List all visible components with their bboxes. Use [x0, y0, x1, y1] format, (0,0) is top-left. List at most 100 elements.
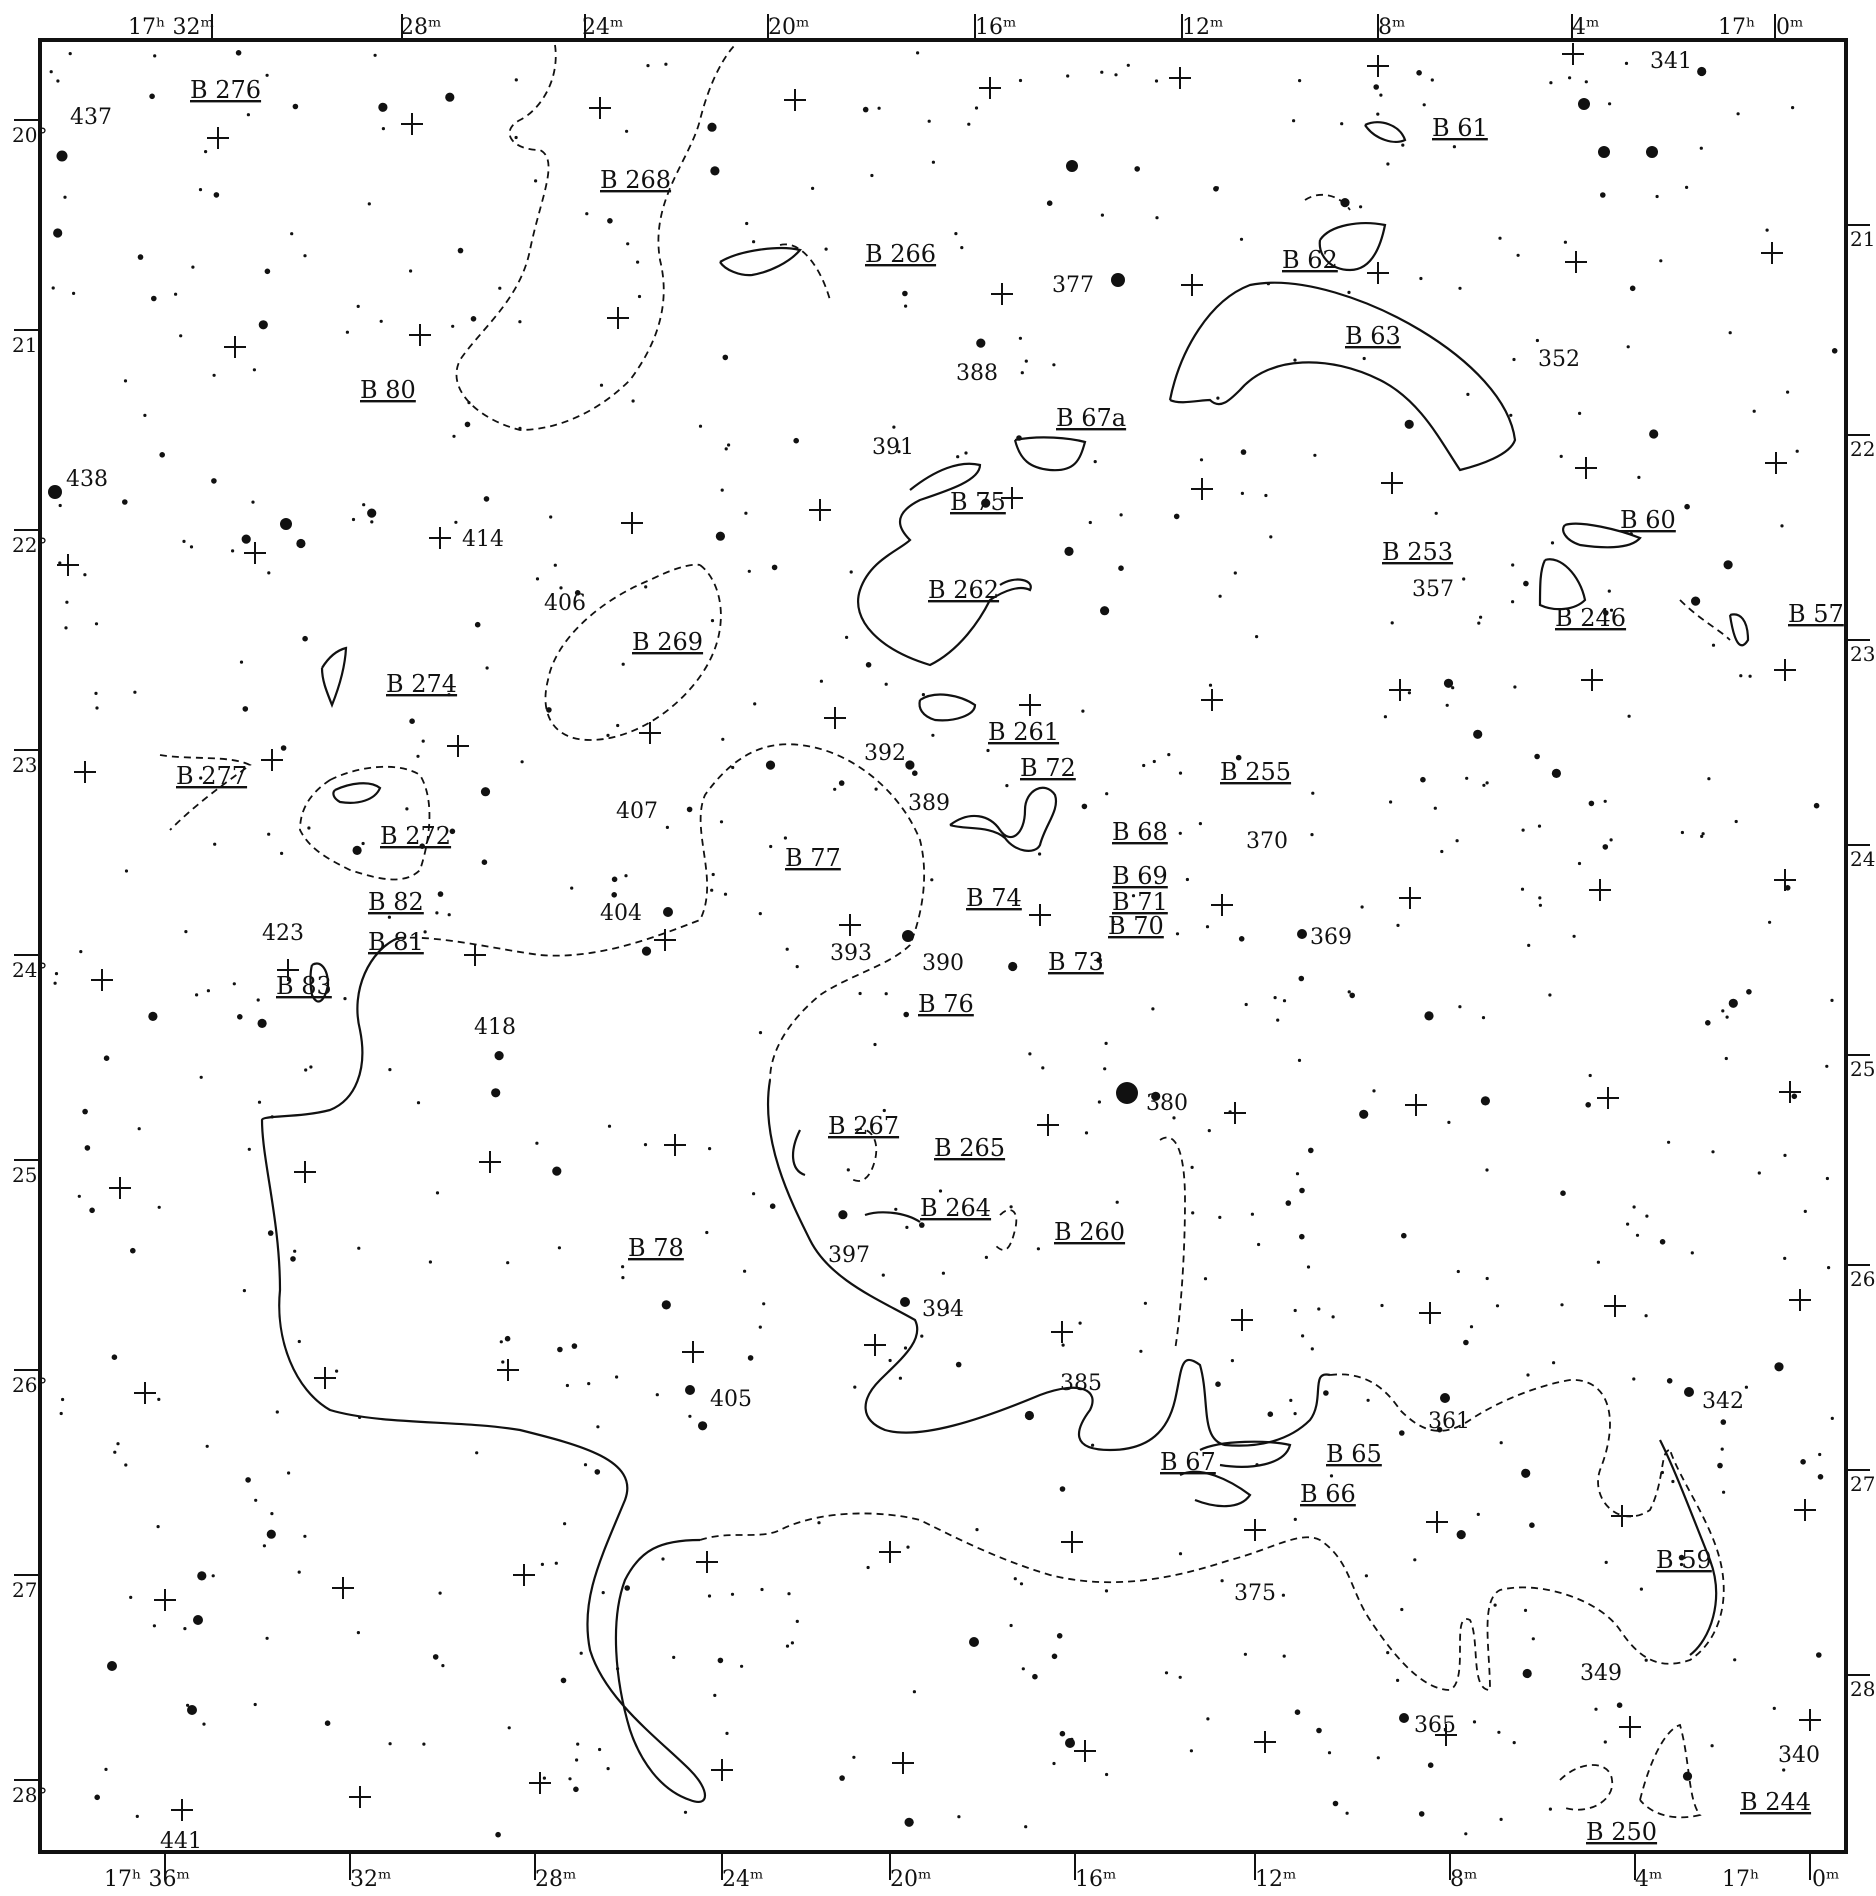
b274-outline [320, 646, 348, 708]
star [1436, 1426, 1443, 1433]
star [293, 1249, 297, 1253]
star [1064, 546, 1074, 557]
star [1399, 1430, 1405, 1436]
star-number: 441 [160, 1829, 202, 1854]
star-number: 352 [1538, 347, 1580, 372]
reference-cross [979, 77, 1001, 99]
star [197, 1571, 207, 1581]
dec-right-label: 24 [1850, 847, 1875, 871]
star [1172, 1116, 1176, 1120]
reference-cross [621, 512, 643, 534]
star [1019, 1582, 1024, 1586]
star [186, 1703, 190, 1707]
star [1594, 1707, 1598, 1711]
star [324, 1720, 331, 1726]
star [708, 1147, 712, 1151]
star [1608, 102, 1612, 106]
reference-cross [1399, 887, 1421, 909]
star [387, 915, 391, 919]
barnard-label: B 253 [1382, 538, 1453, 566]
barnard-label: B 60 [1620, 506, 1676, 534]
reference-cross [409, 324, 431, 346]
star [575, 1758, 579, 1762]
star [976, 338, 986, 348]
star [606, 733, 610, 738]
star [1349, 992, 1355, 999]
star [1707, 777, 1711, 781]
star [239, 660, 244, 664]
ra-top-label: 12ᵐ [1182, 15, 1224, 40]
star [571, 1343, 578, 1349]
star [77, 1194, 81, 1198]
star [1189, 1749, 1193, 1753]
star [1499, 1817, 1503, 1821]
star [665, 825, 670, 830]
barnard-label: B 76 [918, 990, 974, 1018]
star [1660, 1470, 1664, 1475]
star [1512, 357, 1516, 362]
star [483, 496, 490, 502]
barnard-label: B 66 [1300, 1480, 1356, 1508]
star [1445, 703, 1449, 707]
star [1720, 1447, 1724, 1451]
star [1345, 1811, 1349, 1815]
star [432, 1654, 439, 1660]
star [1607, 589, 1611, 593]
b78-boundary [260, 936, 706, 1803]
star [1711, 643, 1716, 647]
star [1549, 81, 1553, 85]
star [912, 1690, 917, 1694]
barnard-label: B 71 [1112, 888, 1168, 916]
star [785, 947, 789, 951]
star [1725, 1015, 1729, 1019]
barnard-label: B 67 [1160, 1448, 1216, 1476]
ra-top-label: 0ᵐ [1776, 15, 1804, 40]
star [499, 1340, 503, 1344]
star [507, 1726, 511, 1730]
star [1602, 844, 1609, 850]
star [955, 1361, 962, 1368]
star [53, 228, 63, 238]
star [877, 106, 881, 110]
star [1603, 610, 1609, 616]
star [94, 1794, 100, 1801]
star [1629, 285, 1636, 292]
star [722, 354, 729, 361]
edge-ticks [14, 14, 1870, 1880]
star [1456, 1530, 1466, 1540]
star [474, 621, 481, 628]
star [964, 451, 968, 455]
star-number: 437 [70, 105, 112, 130]
reference-cross [479, 1151, 501, 1173]
barnard-label: B 75 [950, 488, 1006, 516]
star [945, 1310, 949, 1314]
star [903, 1346, 908, 1350]
star [1046, 200, 1053, 206]
star [157, 1397, 161, 1401]
star [247, 1147, 251, 1151]
star [1329, 1474, 1334, 1478]
star [902, 290, 908, 297]
star [1624, 61, 1629, 65]
star [747, 569, 751, 573]
reference-cross [447, 735, 469, 757]
reference-cross [1597, 1087, 1619, 1109]
star [727, 443, 731, 447]
reference-cross [1061, 1531, 1083, 1553]
star [475, 1451, 479, 1455]
reference-cross [1774, 869, 1796, 891]
star [280, 851, 284, 856]
bright-star [663, 907, 673, 917]
star [730, 1592, 735, 1596]
b78-east-edge [766, 1079, 1331, 1452]
star [445, 92, 455, 102]
star [1479, 615, 1483, 619]
star [58, 561, 62, 565]
barnard-label: B 276 [190, 76, 261, 104]
star [1273, 996, 1277, 1000]
b62-outline [1318, 222, 1387, 272]
star [416, 754, 420, 758]
star [449, 828, 456, 835]
star [882, 1108, 886, 1113]
star [1297, 1058, 1302, 1062]
